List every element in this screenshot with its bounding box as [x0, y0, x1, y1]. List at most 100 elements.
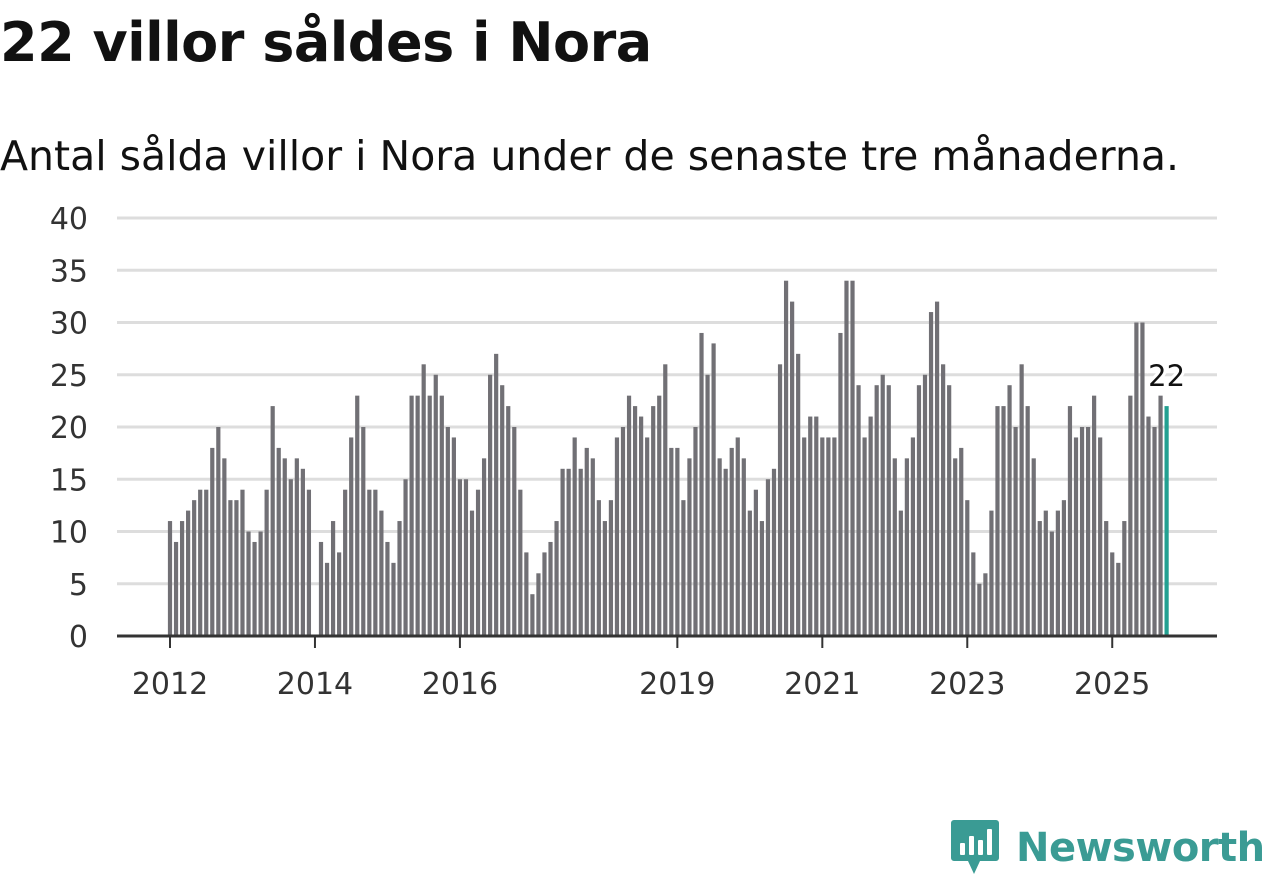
bar: [669, 447, 674, 636]
x-tick-label: 2014: [277, 667, 353, 702]
bar: [337, 552, 342, 636]
y-tick-label: 20: [50, 411, 88, 446]
bar: [1098, 437, 1103, 636]
bar: [910, 437, 916, 636]
bar: [941, 364, 946, 636]
bar: [282, 458, 287, 636]
bar: [222, 458, 227, 636]
bar: [989, 510, 994, 636]
bar: [602, 521, 607, 636]
bar: [560, 468, 565, 636]
bar: [723, 468, 728, 636]
bar: [711, 343, 716, 636]
bar: [306, 489, 312, 636]
bar: [270, 406, 275, 636]
y-tick-label: 35: [50, 254, 88, 289]
bar: [832, 437, 837, 636]
bar: [475, 489, 481, 636]
bar: [343, 489, 348, 636]
bar: [639, 416, 644, 636]
bar: [916, 385, 922, 636]
bar: [445, 427, 450, 636]
bar: [240, 489, 245, 636]
bar: [252, 541, 257, 636]
bar: [318, 541, 324, 636]
bar: [1158, 395, 1163, 636]
bar: [167, 521, 173, 636]
bar: [330, 521, 336, 636]
bar-chart-speech-bubble-icon: [951, 820, 999, 874]
bar: [681, 500, 686, 636]
bar: [349, 437, 354, 636]
bar: [204, 489, 209, 636]
bar: [433, 374, 438, 636]
y-tick-label: 25: [50, 359, 88, 394]
bar: [771, 468, 777, 636]
bar: [457, 479, 463, 636]
bar: [1073, 437, 1079, 636]
bar: [294, 458, 299, 636]
bar: [500, 385, 505, 636]
bar: [874, 385, 879, 636]
bar: [518, 489, 523, 636]
bar: [210, 447, 215, 636]
bar: [814, 416, 819, 636]
x-tick-label: 2025: [1074, 667, 1150, 702]
bar: [826, 437, 831, 636]
bar: [651, 406, 656, 636]
bar: [753, 489, 758, 636]
bar: [1140, 322, 1145, 636]
x-tick-label: 2012: [132, 667, 208, 702]
bar: [856, 385, 861, 636]
bar: [590, 458, 595, 636]
bar: [777, 364, 783, 636]
bar: [258, 531, 263, 636]
brand-name: Newsworthy: [1016, 825, 1262, 871]
bar: [995, 406, 1000, 636]
bar: [536, 573, 541, 636]
bar: [530, 594, 535, 636]
bar: [1043, 510, 1048, 636]
x-tick-label: 2023: [929, 667, 1005, 702]
bar: [1037, 521, 1042, 636]
bar: [264, 489, 269, 636]
bar: [324, 562, 330, 636]
bar: [186, 510, 191, 636]
x-tick-label: 2021: [784, 667, 860, 702]
bar-highlight: [1164, 406, 1169, 636]
bar: [355, 395, 360, 636]
y-tick-label: 5: [69, 568, 88, 603]
bar: [850, 280, 855, 636]
y-tick-label: 10: [50, 516, 88, 551]
highlight-value-label: 22: [1148, 359, 1185, 393]
bar: [1013, 427, 1018, 636]
bar: [1116, 562, 1121, 636]
bar: [1055, 510, 1060, 636]
bar: [886, 385, 891, 636]
bar: [675, 447, 680, 636]
bar: [759, 521, 765, 636]
bar: [246, 531, 251, 636]
bar: [1128, 395, 1133, 636]
bar: [288, 479, 293, 636]
bar: [1001, 406, 1006, 636]
bar: [868, 416, 873, 636]
bar: [554, 521, 559, 636]
bar: [808, 416, 813, 636]
bar: [1019, 364, 1024, 636]
bar: [844, 280, 849, 636]
bar: [1152, 427, 1157, 636]
bar: [1122, 521, 1127, 636]
bar: [965, 500, 970, 636]
bar: [1110, 552, 1115, 636]
bar: [765, 479, 771, 636]
bar: [542, 552, 547, 636]
bar: [802, 437, 807, 636]
bar: [173, 541, 179, 636]
bar: [892, 458, 897, 636]
bar: [367, 489, 372, 636]
bar: [391, 562, 396, 636]
bar: [1007, 385, 1012, 636]
bar: [1085, 427, 1091, 636]
bar: [747, 510, 752, 636]
